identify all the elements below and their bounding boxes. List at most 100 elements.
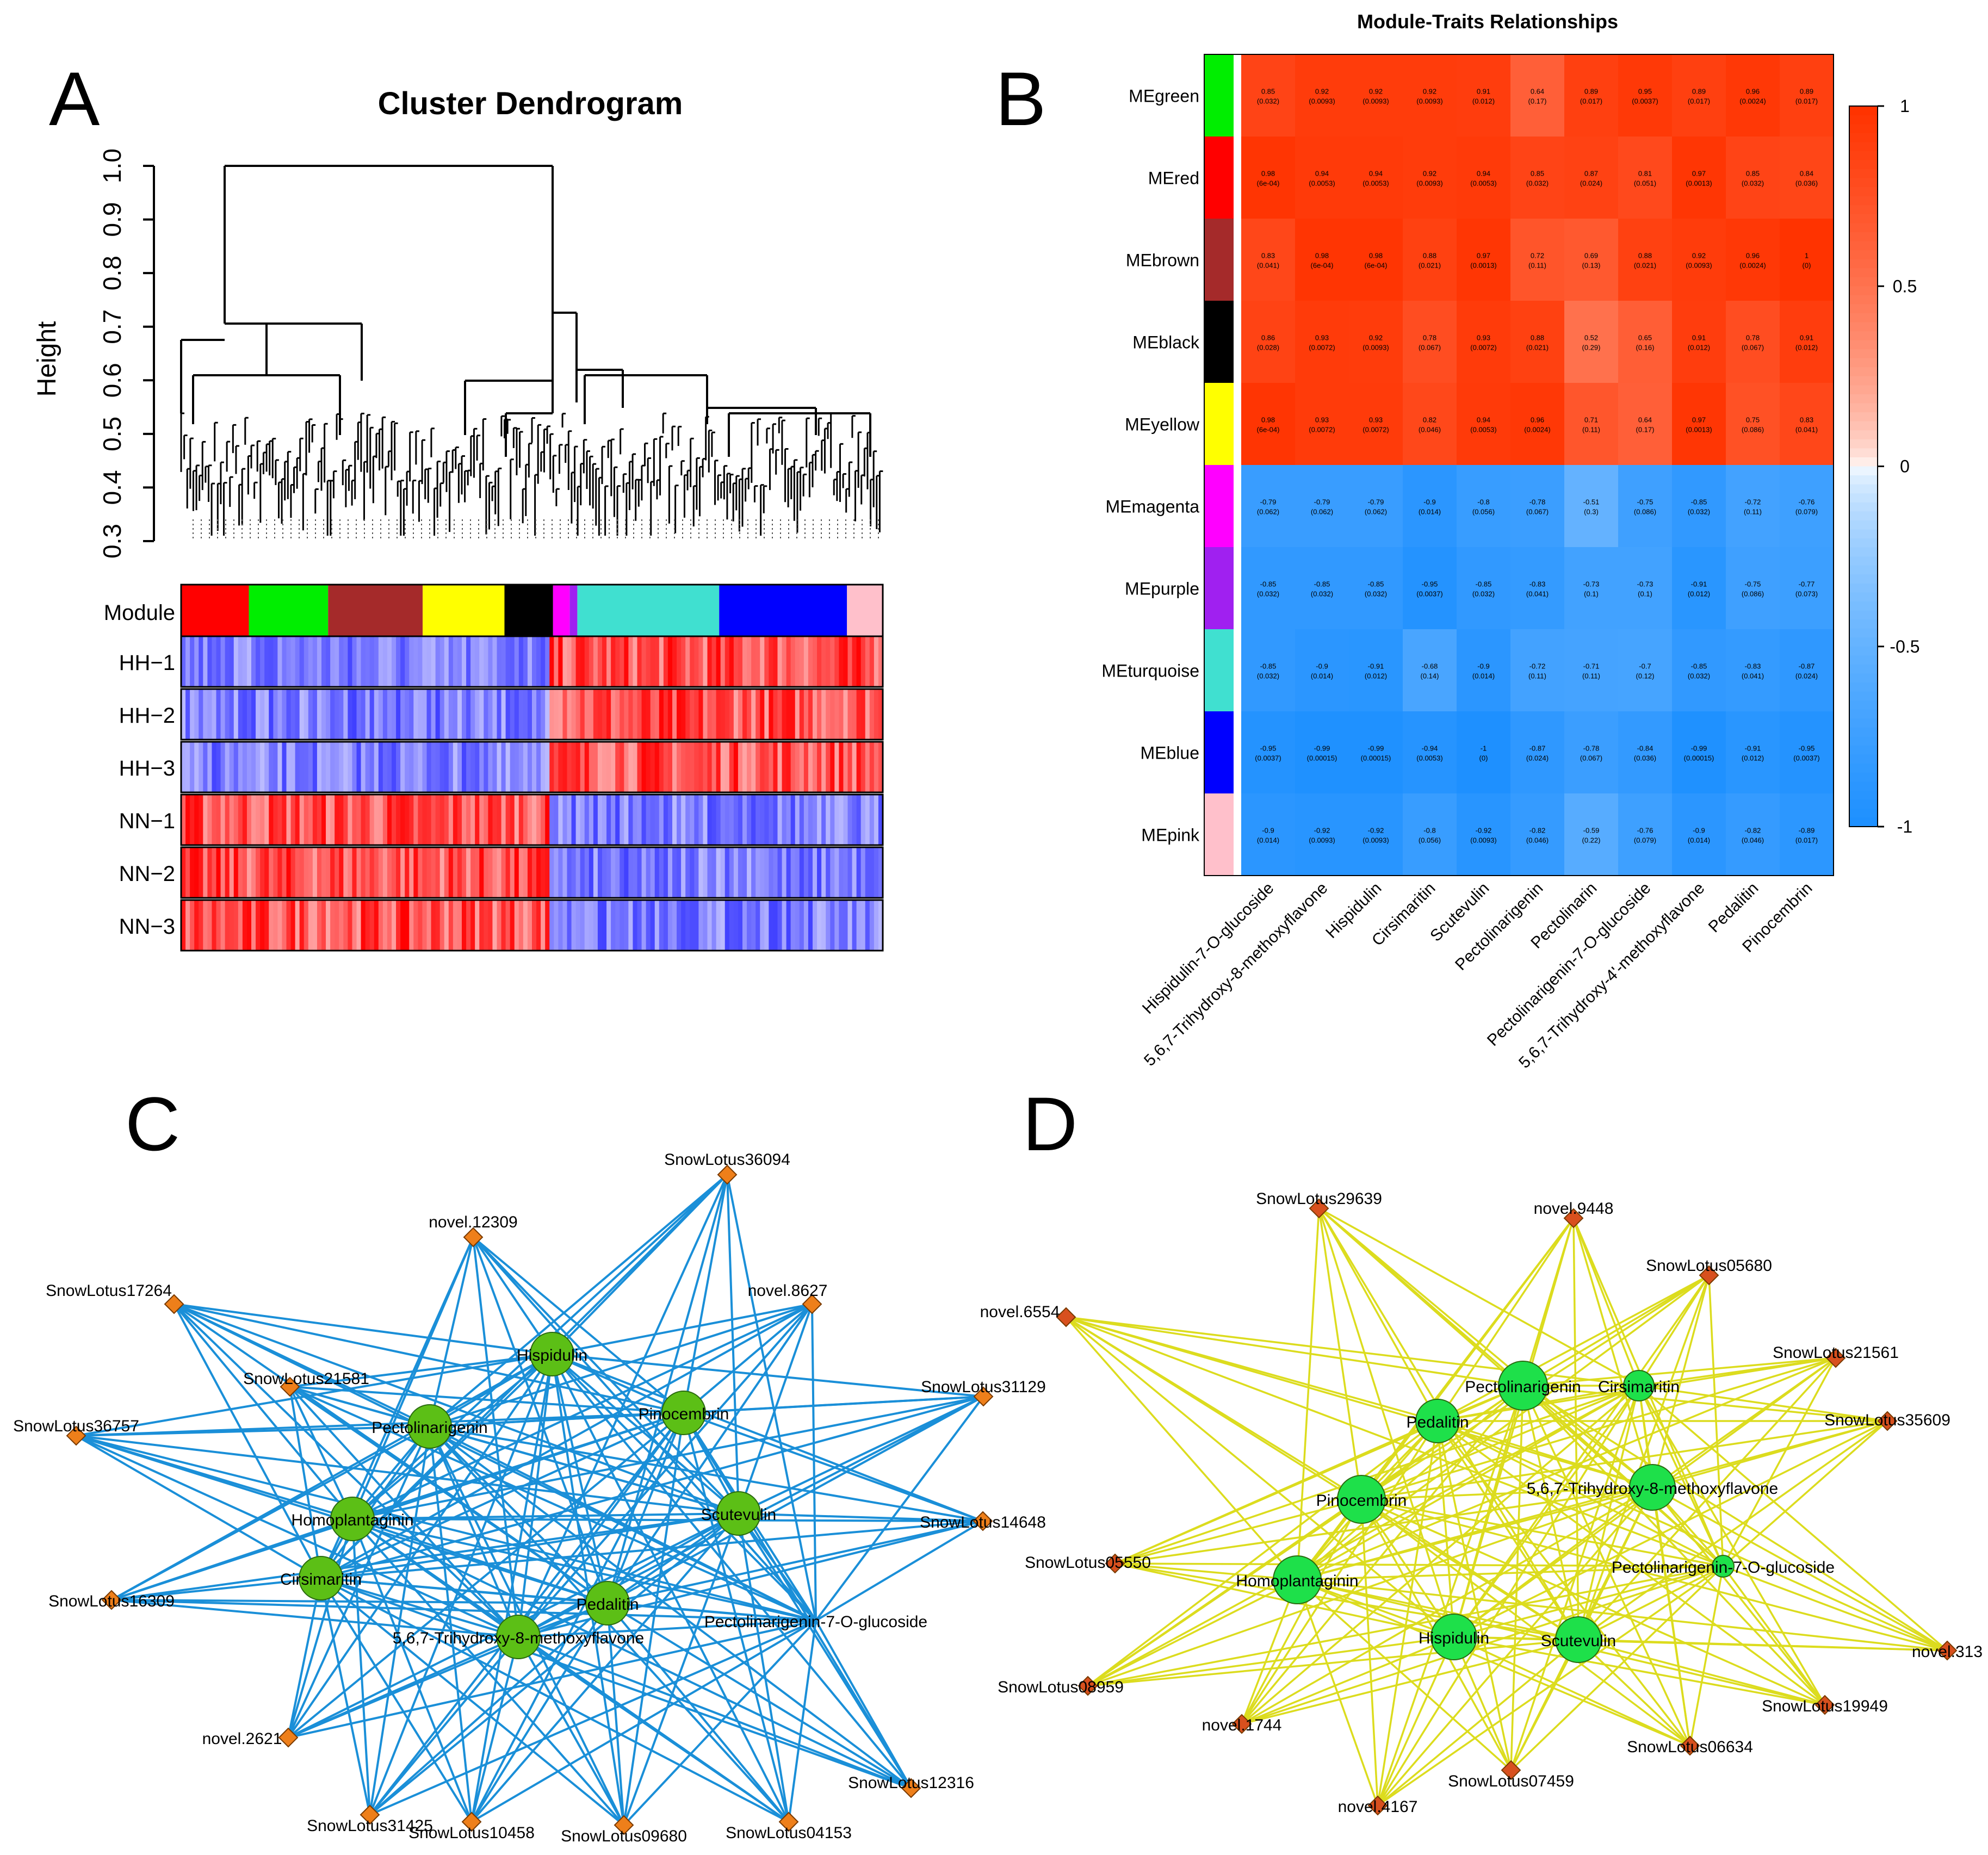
network-edge bbox=[738, 1512, 912, 1789]
gene-node bbox=[463, 1227, 484, 1248]
heatmap-cell-value: -0.87 bbox=[1799, 662, 1815, 671]
heatmap-cell bbox=[1510, 383, 1565, 466]
module-color-bar bbox=[180, 584, 884, 637]
sample-heat-cell bbox=[413, 847, 418, 898]
sample-heat-cell bbox=[751, 847, 756, 898]
sample-heat-cell bbox=[685, 795, 690, 845]
sample-heat-cell bbox=[856, 900, 862, 951]
network-edge bbox=[429, 1412, 684, 1428]
compound-node-label: Pedalitin bbox=[1406, 1413, 1469, 1431]
network-edge bbox=[1087, 1498, 1362, 1687]
sample-heat-cell bbox=[817, 689, 822, 740]
sample-heat-cell bbox=[488, 636, 493, 687]
network-edge bbox=[1572, 1218, 1653, 1488]
sample-heat-cell bbox=[518, 636, 524, 687]
network-edge bbox=[1638, 1275, 1710, 1386]
compound-node-label: 5,6,7-Trihydroxy-8-methoxyflavone bbox=[1527, 1480, 1778, 1498]
sample-heat-cell bbox=[343, 636, 348, 687]
sample-heat-cell bbox=[321, 847, 326, 898]
heatmap-cell bbox=[1672, 219, 1726, 301]
heatmap-cell-pvalue: (6e-04) bbox=[1311, 262, 1334, 270]
sample-heat-cell bbox=[786, 900, 791, 951]
sample-heat-cell bbox=[405, 795, 410, 845]
heatmap-cell-pvalue: (0.0072) bbox=[1363, 426, 1389, 434]
network-edge bbox=[1522, 1385, 1826, 1706]
heatmap-cell-value: 0.94 bbox=[1477, 170, 1490, 178]
sample-heat-cell bbox=[606, 689, 611, 740]
network-edge bbox=[1241, 1499, 1363, 1724]
heatmap-cell bbox=[1457, 547, 1511, 630]
sample-heat-cell bbox=[620, 847, 624, 898]
heatmap-cell bbox=[1564, 383, 1619, 466]
heatmap-cell-pvalue: (0.062) bbox=[1365, 508, 1387, 516]
compound-node bbox=[661, 1391, 706, 1435]
gene-node bbox=[164, 1294, 184, 1314]
sample-heat-cell bbox=[479, 795, 484, 845]
heatmap-cell bbox=[1780, 793, 1834, 876]
color-scale-step bbox=[1849, 277, 1878, 287]
color-scale-step bbox=[1849, 205, 1878, 215]
sample-heat-cell bbox=[830, 900, 835, 951]
network-edge bbox=[1318, 1208, 1439, 1422]
network-edge bbox=[351, 1353, 553, 1520]
gene-node-label: SnowLotus05550 bbox=[1025, 1554, 1151, 1572]
gene-node bbox=[1309, 1198, 1329, 1219]
dendrogram-panel: Cluster Dendrogram Height 0.30.40.50.60.… bbox=[33, 86, 884, 952]
sample-heat-cell bbox=[747, 636, 752, 687]
heatmap-cell-pvalue: (0.024) bbox=[1795, 672, 1818, 680]
heatmap-cell-pvalue: (0.079) bbox=[1795, 508, 1818, 516]
sample-heat-cell bbox=[400, 795, 405, 845]
sample-heat-cell bbox=[317, 900, 322, 951]
sample-heat-cell bbox=[611, 900, 616, 951]
sample-heat-cell bbox=[685, 636, 690, 687]
network-edge bbox=[1577, 1357, 1837, 1641]
heatmap-cell-value: -0.9 bbox=[1693, 827, 1705, 835]
heatmap-cell-pvalue: (0.00015) bbox=[1684, 754, 1714, 762]
sample-heat-cell bbox=[799, 795, 804, 845]
sample-heat-cell bbox=[321, 636, 326, 687]
sample-heat-cell bbox=[233, 795, 239, 845]
sample-heat-cell bbox=[874, 742, 879, 792]
heatmap-cell bbox=[1726, 465, 1780, 548]
sample-heat-cell bbox=[869, 689, 875, 740]
sample-heat-cell bbox=[755, 847, 760, 898]
heatmap-cell-pvalue: (0.012) bbox=[1688, 344, 1710, 352]
sample-heat-cell bbox=[620, 689, 624, 740]
heatmap-cell bbox=[1672, 465, 1726, 548]
heatmap-cell-value: 0.84 bbox=[1800, 170, 1813, 178]
sample-heat-cell bbox=[742, 795, 747, 845]
color-scale-step bbox=[1849, 691, 1878, 702]
sample-heat-cell bbox=[488, 847, 493, 898]
heatmap-module-swatch bbox=[1204, 301, 1234, 383]
sample-heat-cell bbox=[396, 795, 401, 845]
sample-heat-cell bbox=[869, 795, 875, 845]
sample-heat-cell bbox=[677, 900, 682, 951]
ytick-label: 0.7 bbox=[98, 309, 126, 344]
network-edge bbox=[1577, 1420, 1888, 1641]
network-edge bbox=[788, 1620, 817, 1822]
network-edge bbox=[1723, 1565, 1948, 1652]
network-edge bbox=[429, 1425, 739, 1515]
sample-heat-cell bbox=[343, 795, 348, 845]
sample-heat-cell bbox=[273, 900, 278, 951]
sample-heat-cell bbox=[229, 689, 234, 740]
sample-heat-cell bbox=[738, 689, 743, 740]
sample-heat-cell bbox=[597, 742, 603, 792]
network-edge bbox=[518, 1636, 912, 1789]
heatmap-cell-pvalue: (0.0053) bbox=[1470, 426, 1496, 434]
sample-heat-cell bbox=[190, 795, 195, 845]
sample-heat-cell bbox=[251, 636, 256, 687]
sample-heat-cell bbox=[760, 636, 765, 687]
sample-heat-cell bbox=[317, 689, 322, 740]
sample-heat-cell bbox=[545, 742, 550, 792]
sample-heat-cell bbox=[448, 795, 454, 845]
gene-node bbox=[901, 1778, 921, 1798]
sample-heat-cell bbox=[782, 636, 787, 687]
heatmap-cell-pvalue: (0.1) bbox=[1584, 590, 1599, 598]
sample-heat-cell bbox=[233, 636, 239, 687]
heatmap-cell-value: 0.96 bbox=[1746, 252, 1760, 260]
sample-heat-cell bbox=[185, 847, 190, 898]
sample-heat-cell bbox=[387, 795, 392, 845]
network-edge bbox=[1241, 1565, 1724, 1725]
network-edge bbox=[1241, 1579, 1298, 1724]
